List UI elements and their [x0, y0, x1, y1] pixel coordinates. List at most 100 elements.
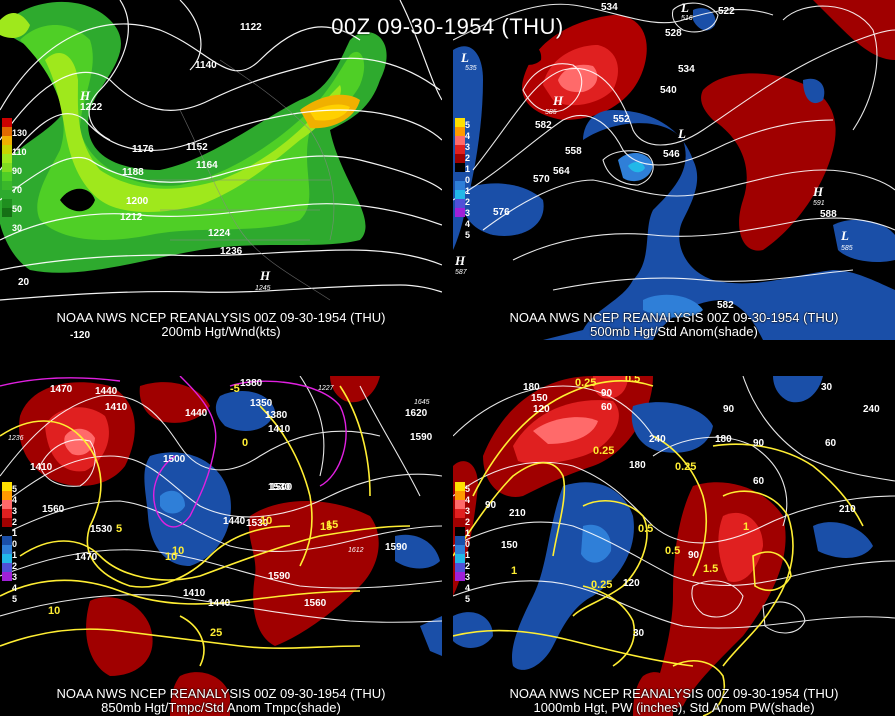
contour-label: 1122: [240, 22, 262, 33]
contour-label: 1530: [246, 518, 269, 529]
contour-label: 1590: [268, 571, 291, 582]
contour-label: 585: [841, 245, 853, 252]
legend-swatch: [2, 136, 12, 145]
legend-label: 5: [465, 484, 471, 494]
anomaly-legend-labels: 5 4 3 2 1 0 1 2 3 4 5: [465, 484, 470, 605]
contour-label: 534: [601, 2, 618, 13]
pw-label: 1.5: [703, 563, 718, 575]
contour-label: 1645: [414, 399, 430, 406]
low-pressure-marker: L: [677, 126, 686, 141]
temp-label: 25: [210, 627, 222, 639]
contour-label: 210: [839, 504, 856, 515]
caption-line2: 850mb Hgt/Tmpc/Std Anom Tmpc(shade): [101, 700, 341, 715]
caption-line1: NOAA NWS NCEP REANALYSIS 00Z 09-30-1954 …: [509, 310, 839, 325]
contour-label: 1500: [163, 454, 186, 465]
legend-label: 130: [12, 128, 28, 138]
pw-label: 0.5: [638, 523, 653, 535]
contour-label: 1200: [126, 196, 149, 207]
panel-1000mb: 180 150 120 90 60 30 90 240 180 90 60 24…: [453, 376, 895, 716]
caption-line1: NOAA NWS NCEP REANALYSIS 00Z 09-30-1954 …: [56, 310, 386, 325]
contour-label: 1152: [186, 142, 208, 153]
legend-label: 3: [12, 572, 18, 582]
contour-label: 582: [717, 300, 734, 311]
contour-label: 1164: [196, 160, 218, 171]
legend-label: 5: [12, 484, 18, 494]
contour-label: 1176: [132, 144, 154, 155]
contour-label: 30: [633, 628, 645, 639]
contour-label: 570: [533, 174, 550, 185]
high-pressure-marker: H: [454, 253, 466, 268]
legend-swatch: [2, 172, 12, 181]
legend-label: 5: [465, 120, 471, 130]
anomaly-legend: [455, 118, 465, 217]
panel-200mb: 1122 1140 1222 1176 1152 1164 1188 1200 …: [0, 0, 442, 340]
wind-legend: [2, 118, 12, 217]
legend-label: 50: [12, 204, 23, 214]
contour-label: 30: [821, 382, 833, 393]
contour-label: 1530: [90, 524, 113, 535]
contour-label: 90: [485, 500, 497, 511]
legend-label: 3: [465, 208, 471, 218]
legend-label: 5: [465, 230, 471, 240]
legend-label: 5: [465, 594, 471, 604]
contour-label: 150: [531, 393, 548, 404]
contour-label: 180: [523, 382, 540, 393]
legend-label: 4: [465, 219, 471, 229]
contour-label: 1620: [405, 408, 428, 419]
contour-label: 1410: [30, 462, 53, 473]
contour-label: 1440: [223, 516, 246, 527]
legend-label: 2: [12, 517, 18, 527]
contour-label: 1410: [105, 402, 128, 413]
map-1000mb: 180 150 120 90 60 30 90 240 180 90 60 24…: [453, 376, 895, 716]
contour-label: 90: [723, 404, 735, 415]
contour-label: 1560: [42, 504, 65, 515]
legend-label: 30: [12, 223, 23, 233]
legend-label: 5: [12, 594, 18, 604]
legend-label: 2: [465, 197, 471, 207]
legend-label: 1: [12, 550, 18, 560]
contour-label: 210: [509, 508, 526, 519]
anomaly-legend: [2, 482, 12, 581]
legend-label: 1: [465, 528, 471, 538]
low-pressure-marker: L: [460, 50, 469, 65]
contour-label: 1470: [75, 552, 98, 563]
high-pressure-marker: H: [259, 268, 271, 283]
contour-label: 582: [535, 120, 552, 131]
legend-swatch: [2, 145, 12, 154]
contour-label: 1410: [183, 588, 206, 599]
temp-label: 15: [320, 521, 332, 533]
pw-label: 0.5: [625, 376, 640, 385]
contour-label: 516: [681, 15, 693, 22]
legend-label: 4: [465, 583, 471, 593]
pw-label: 0.25: [575, 377, 596, 389]
contour-label: 1212: [120, 212, 143, 223]
contour-label: 1380: [240, 378, 263, 389]
legend-label: 0: [12, 539, 18, 549]
contour-label: 1222: [80, 102, 103, 113]
legend-label: 1: [465, 186, 471, 196]
contour-label: 60: [601, 402, 613, 413]
legend-label: 0: [465, 539, 471, 549]
contour-label: 60: [825, 438, 837, 449]
legend-label: 1: [465, 550, 471, 560]
legend-swatch: [2, 163, 12, 172]
contour-label: 1188: [122, 167, 144, 178]
contour-label: 90: [601, 388, 613, 399]
contour-label: 1440: [185, 408, 208, 419]
panel-500mb: 534 522 516 528 535 534 540 582 585 552 …: [453, 0, 895, 340]
caption-line1: NOAA NWS NCEP REANALYSIS 00Z 09-30-1954 …: [509, 686, 839, 701]
caption-line2: 500mb Hgt/Std Anom(shade): [590, 324, 758, 339]
caption-line2: 1000mb Hgt, PW (inches), Std Anom PW(sha…: [533, 700, 815, 715]
contour-label: 60: [753, 476, 765, 487]
contour-label: 534: [678, 64, 695, 75]
legend-label: 4: [12, 583, 18, 593]
contour-label: 1245: [255, 285, 271, 292]
temp-label: 10: [172, 545, 184, 557]
legend-label: 4: [465, 131, 471, 141]
legend-swatch: [2, 127, 12, 136]
contour-label: 1350: [250, 398, 273, 409]
contour-label: 540: [660, 85, 677, 96]
legend-swatch: [2, 208, 12, 217]
temp-label: 0: [242, 437, 248, 449]
legend-swatch: [2, 118, 12, 127]
